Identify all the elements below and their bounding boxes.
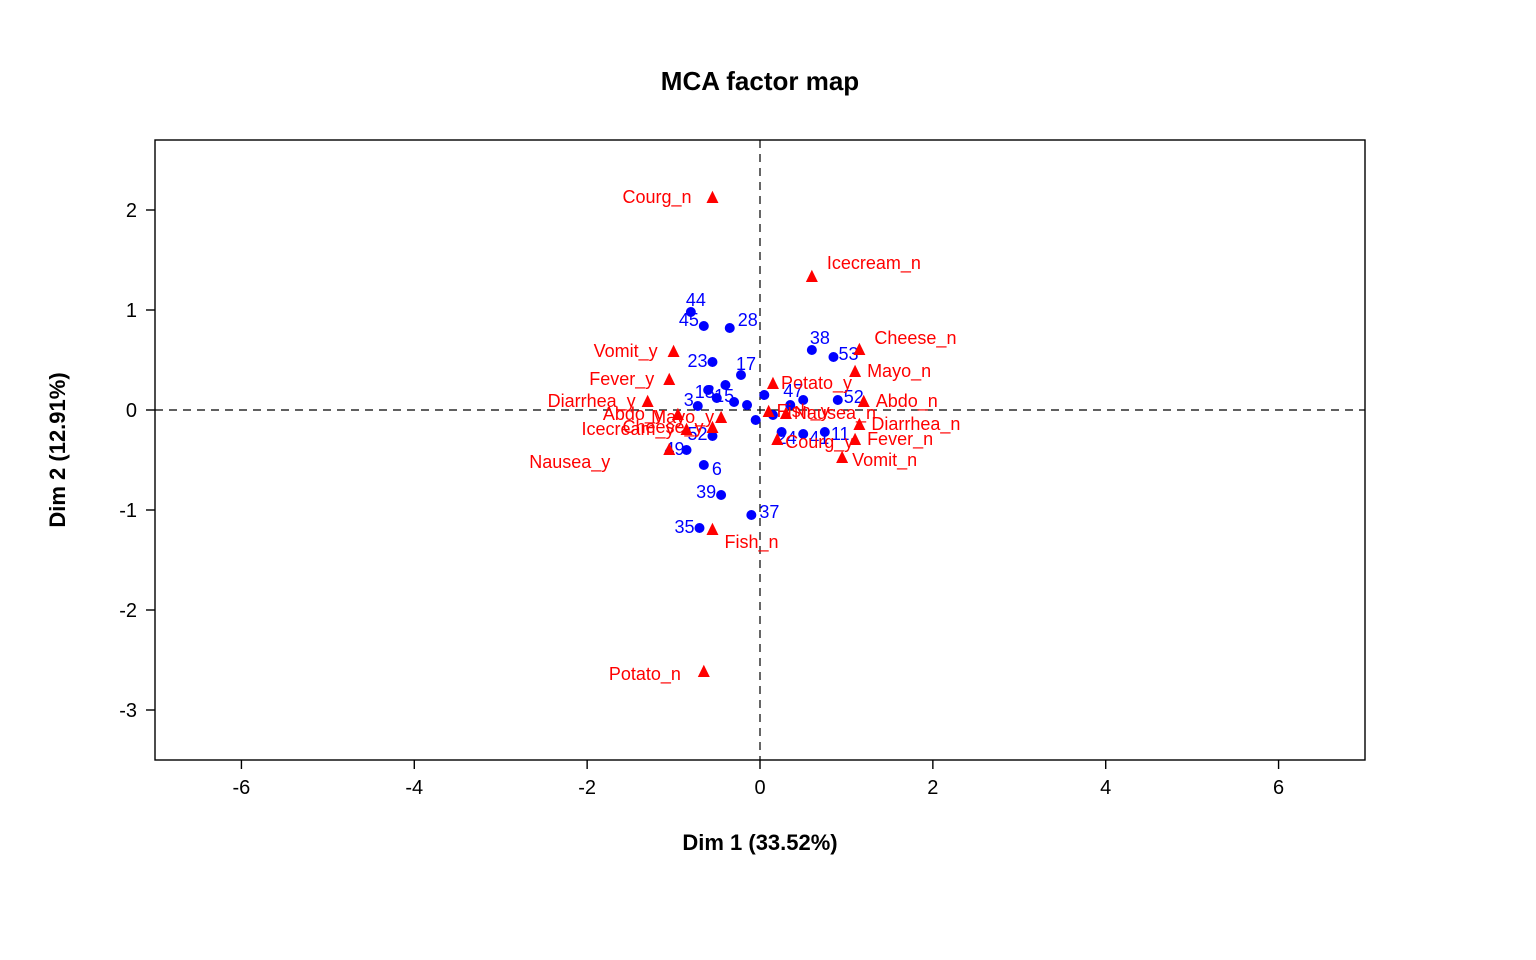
individual-label: 37 xyxy=(759,502,779,522)
mca-factor-map: MCA factor map -6 -4 -2 0 2 4 6 -3 -2 -1 0 1 2 Dim 1 (… xyxy=(0,0,1536,960)
individual-point xyxy=(703,385,713,395)
variable-label: Fever_n xyxy=(867,429,933,450)
y-tick-label: 1 xyxy=(126,300,137,322)
variable-label: Nausea_n xyxy=(794,403,876,424)
variable-label: Potato_y xyxy=(781,373,852,394)
x-tick-label: 4 xyxy=(1100,777,1111,799)
individual-point xyxy=(720,380,730,390)
individual-label: 28 xyxy=(738,310,758,330)
variable-label: Fish_n xyxy=(724,532,778,553)
individual-point xyxy=(699,460,709,470)
individual-label: 38 xyxy=(810,328,830,348)
individual-label: 17 xyxy=(736,354,756,374)
variable-label: Cheese_n xyxy=(874,328,956,349)
x-tick-label: 2 xyxy=(927,777,938,799)
x-tick-label: -6 xyxy=(233,777,251,799)
individual-label: 23 xyxy=(687,351,707,371)
variable-label: Potato_n xyxy=(609,664,681,685)
y-tick-label: 0 xyxy=(126,400,137,422)
x-tick-label: -4 xyxy=(405,777,423,799)
individual-point xyxy=(716,490,726,500)
individual-point xyxy=(742,400,752,410)
chart-container: MCA factor map -6 -4 -2 0 2 4 6 -3 -2 -1 0 1 2 Dim 1 (… xyxy=(0,0,1536,960)
x-tick-label: 0 xyxy=(754,777,765,799)
variable-label: Cheese_y xyxy=(622,417,703,438)
individual-point xyxy=(725,323,735,333)
variable-label: Icecream_n xyxy=(827,253,921,274)
variable-label: Vomit_n xyxy=(852,450,917,471)
individual-label: 45 xyxy=(679,310,699,330)
individual-label: 6 xyxy=(712,459,722,479)
variable-label: Vomit_y xyxy=(594,341,658,362)
x-tick-label: 6 xyxy=(1273,777,1284,799)
variable-label: Mayo_n xyxy=(867,361,931,382)
variable-label: Abdo_n xyxy=(876,391,938,412)
individual-point xyxy=(759,390,769,400)
individual-point xyxy=(751,415,761,425)
individual-label: 35 xyxy=(675,517,695,537)
variable-label: Courg_y xyxy=(785,432,853,453)
individual-label: 44 xyxy=(686,290,706,310)
y-axis-label: Dim 2 (12.91%) xyxy=(45,372,70,527)
individual-point xyxy=(695,523,705,533)
individual-point xyxy=(828,352,838,362)
individual-point xyxy=(746,510,756,520)
chart-title: MCA factor map xyxy=(661,66,859,96)
individual-point xyxy=(707,357,717,367)
x-tick-label: -2 xyxy=(578,777,596,799)
y-tick-label: 2 xyxy=(126,200,137,222)
y-tick-label: -2 xyxy=(119,600,137,622)
variable-label: Nausea_y xyxy=(529,452,610,473)
variable-label: Fever_y xyxy=(589,369,654,390)
individual-point xyxy=(699,321,709,331)
y-tick-label: -1 xyxy=(119,500,137,522)
x-axis-label: Dim 1 (33.52%) xyxy=(682,830,837,855)
y-tick-label: -3 xyxy=(119,700,137,722)
variable-label: Courg_n xyxy=(622,187,691,208)
individual-label: 39 xyxy=(696,482,716,502)
